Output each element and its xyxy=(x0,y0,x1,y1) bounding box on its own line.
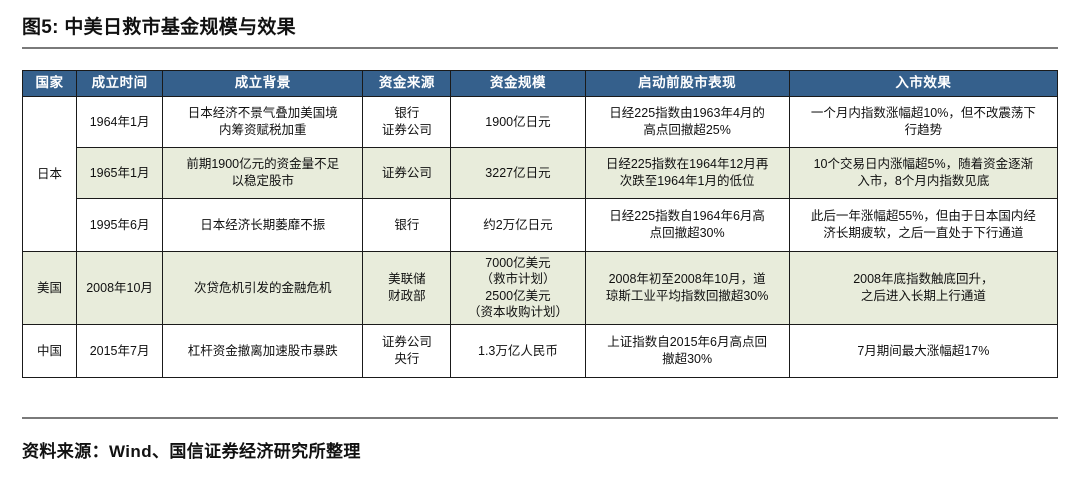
cell-fund-scale: 7000亿美元 （救市计划） 2500亿美元 （资本收购计划） xyxy=(450,250,586,325)
col-header-country: 国家 xyxy=(21,69,78,97)
cell-pre-market: 日经225指数自1964年6月高 点回撤超30% xyxy=(584,197,790,252)
cell-date: 2008年10月 xyxy=(76,250,164,325)
cell-effect: 10个交易日内涨幅超5%，随着资金逐渐 入市，8个月内指数见底 xyxy=(788,146,1059,199)
cell-fund-scale: 1900亿日元 xyxy=(450,95,586,148)
cell-pre-market: 日经225指数由1963年4月的 高点回撤超25% xyxy=(584,95,790,148)
figure-title: 图5: 中美日救市基金规模与效果 xyxy=(22,17,296,38)
cell-background: 次贷危机引发的金融危机 xyxy=(162,250,364,325)
cell-pre-market: 上证指数自2015年6月高点回 撤超30% xyxy=(584,323,790,378)
col-header-fund-source: 资金来源 xyxy=(362,69,452,97)
table-row: 中国 2015年7月 杠杆资金撤离加速股市暴跌 证券公司 央行 1.3万亿人民币 … xyxy=(21,323,1059,378)
cell-pre-market: 日经225指数在1964年12月再 次跌至1964年1月的低位 xyxy=(584,146,790,199)
cell-date: 1964年1月 xyxy=(76,95,164,148)
col-header-effect: 入市效果 xyxy=(788,69,1059,97)
table-row: 1965年1月 前期1900亿元的资金量不足 以稳定股市 证券公司 3227亿日元… xyxy=(23,146,1059,199)
table-row: 日本 1964年1月 日本经济不景气叠加美国境 内筹资赋税加重 银行 证券公司 19… xyxy=(21,95,1059,252)
col-header-fund-scale: 资金规模 xyxy=(450,69,586,97)
cell-country: 中国 xyxy=(21,323,78,378)
cell-fund-source: 美联储 财政部 xyxy=(362,250,452,325)
cell-fund-source: 证券公司 xyxy=(362,146,452,199)
title-divider xyxy=(22,46,1058,49)
cell-fund-scale: 约2万亿日元 xyxy=(450,197,586,252)
cell-date: 1995年6月 xyxy=(76,197,164,252)
cell-country: 美国 xyxy=(21,250,78,325)
col-header-pre-market: 启动前股市表现 xyxy=(584,69,790,97)
source-divider xyxy=(22,416,1058,419)
cell-date: 1965年1月 xyxy=(76,146,164,199)
cell-country: 日本 xyxy=(21,95,78,252)
cell-background: 前期1900亿元的资金量不足 以稳定股市 xyxy=(162,146,364,199)
cell-background: 日本经济不景气叠加美国境 内筹资赋税加重 xyxy=(162,95,364,148)
table-row: 1995年6月 日本经济长期萎靡不振 银行 约2万亿日元 日经225指数自196… xyxy=(23,197,1059,252)
cell-effect: 一个月内指数涨幅超10%，但不改震荡下 行趋势 xyxy=(788,95,1059,148)
cell-fund-source: 银行 xyxy=(362,197,452,252)
col-header-background: 成立背景 xyxy=(162,69,364,97)
fund-comparison-table: 国家 成立时间 成立背景 资金来源 资金规模 启动前股市表现 入市效果 日本 1… xyxy=(21,69,1059,378)
cell-background: 杠杆资金撤离加速股市暴跌 xyxy=(162,323,364,378)
cell-pre-market: 2008年初至2008年10月，道 琼斯工业平均指数回撤超30% xyxy=(584,250,790,325)
cell-background: 日本经济长期萎靡不振 xyxy=(162,197,364,252)
cell-date: 2015年7月 xyxy=(76,323,164,378)
source-note: 资料来源：Wind、国信证券经济研究所整理 xyxy=(22,441,361,461)
cell-fund-scale: 3227亿日元 xyxy=(450,146,586,199)
table-header-row: 国家 成立时间 成立背景 资金来源 资金规模 启动前股市表现 入市效果 xyxy=(21,69,1059,97)
table-row: 美国 2008年10月 次贷危机引发的金融危机 美联储 财政部 7000亿美元 （救… xyxy=(21,250,1059,325)
cell-fund-source: 证券公司 央行 xyxy=(362,323,452,378)
cell-effect: 2008年底指数触底回升， 之后进入长期上行通道 xyxy=(788,250,1059,325)
col-header-date: 成立时间 xyxy=(76,69,164,97)
cell-effect: 7月期间最大涨幅超17% xyxy=(788,323,1059,378)
cell-effect: 此后一年涨幅超55%，但由于日本国内经 济长期疲软，之后一直处于下行通道 xyxy=(788,197,1059,252)
cell-fund-source: 银行 证券公司 xyxy=(362,95,452,148)
table-body: 日本 1964年1月 日本经济不景气叠加美国境 内筹资赋税加重 银行 证券公司 19… xyxy=(21,95,1059,378)
cell-fund-scale: 1.3万亿人民币 xyxy=(450,323,586,378)
